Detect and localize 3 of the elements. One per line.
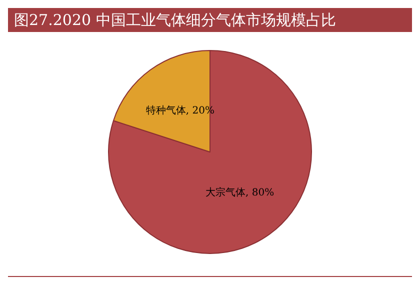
chart-title: 图27.2020 中国工业气体细分气体市场规模占比 [8,8,412,32]
slice-label: 特种气体, 20% [146,104,214,117]
slice-label: 大宗气体, 80% [206,186,274,199]
